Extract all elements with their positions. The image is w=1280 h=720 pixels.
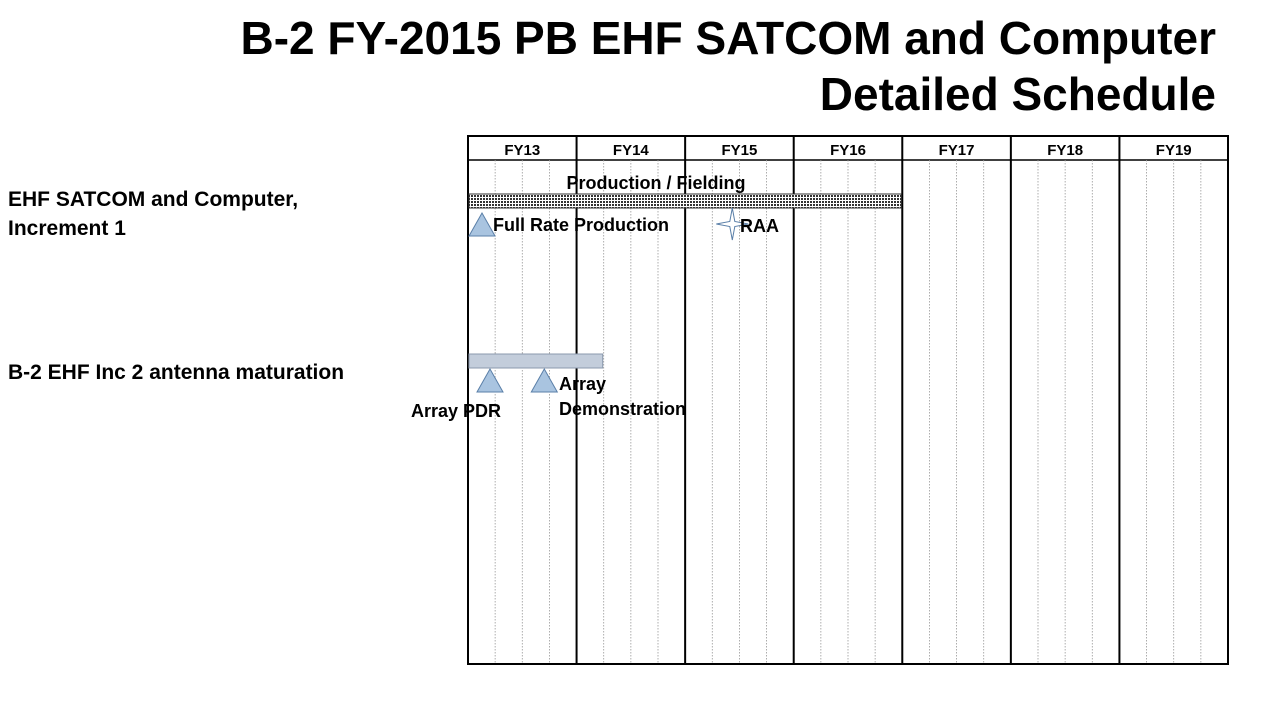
schedule-bar-production-fielding: [468, 193, 902, 209]
row-label-increment-1-line-1: EHF SATCOM and Computer,: [8, 188, 299, 211]
milestone-array-demonstration-icon: [530, 367, 559, 393]
milestone-raa-star-icon: [716, 207, 749, 241]
title-line-1: B-2 FY-2015 PB EHF SATCOM and Computer: [240, 12, 1216, 64]
bars: Production / Fielding: [468, 173, 902, 369]
title-line-2: Detailed Schedule: [819, 68, 1216, 120]
row-label-antenna-maturation: B-2 EHF Inc 2 antenna maturation: [8, 358, 344, 387]
milestone-label-array: Array: [559, 374, 606, 394]
year-label-fy17: FY17: [939, 142, 975, 159]
milestones: Full Rate Production RAA Array PDR Array Dem…: [411, 207, 779, 421]
year-label-fy18: FY18: [1047, 142, 1083, 159]
milestone-label-raa: RAA: [740, 216, 779, 236]
milestone-label-array-pdr: Array PDR: [411, 401, 501, 421]
schedule-bar-antenna-maturation: [468, 353, 604, 369]
milestone-array-pdr-icon: [476, 367, 504, 393]
year-label-fy13: FY13: [504, 142, 540, 159]
bar-label-production-fielding: Production / Fielding: [567, 173, 746, 193]
year-label-fy16: FY16: [830, 142, 866, 159]
year-label-fy15: FY15: [721, 142, 757, 159]
year-label-fy14: FY14: [613, 142, 650, 159]
milestone-label-demonstration: Demonstration: [559, 399, 686, 419]
row-label-increment-1: EHF SATCOM and Computer, Increment 1: [8, 185, 298, 243]
page-title: B-2 FY-2015 PB EHF SATCOM and Computer D…: [116, 10, 1216, 122]
milestone-full-rate-production-icon: [468, 211, 496, 237]
row-label-antenna-maturation-line-1: B-2 EHF Inc 2 antenna maturation: [8, 361, 345, 384]
row-label-increment-1-line-2: Increment 1: [8, 217, 126, 240]
chart-frame: [467, 135, 1229, 665]
grid: FY13 FY14 FY15 FY16 FY17 FY18 FY19: [467, 135, 1229, 665]
milestone-label-full-rate-production: Full Rate Production: [493, 215, 669, 235]
year-label-fy19: FY19: [1156, 142, 1192, 159]
